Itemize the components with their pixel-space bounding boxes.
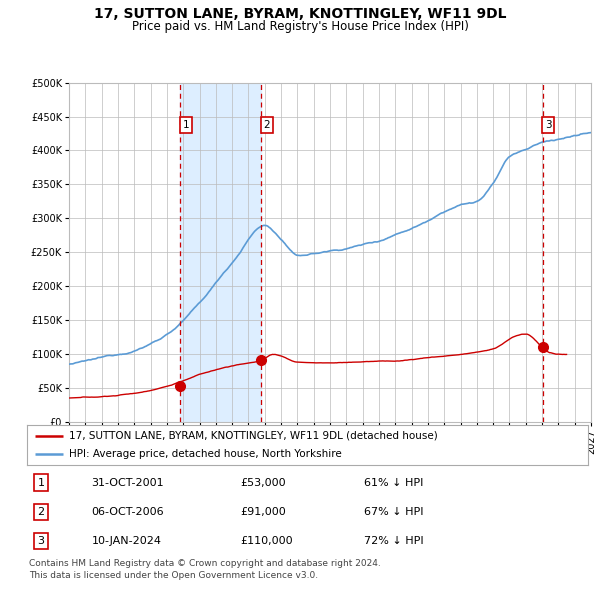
Text: 61% ↓ HPI: 61% ↓ HPI xyxy=(364,477,423,487)
Text: Price paid vs. HM Land Registry's House Price Index (HPI): Price paid vs. HM Land Registry's House … xyxy=(131,20,469,33)
Text: This data is licensed under the Open Government Licence v3.0.: This data is licensed under the Open Gov… xyxy=(29,571,318,580)
Text: 10-JAN-2024: 10-JAN-2024 xyxy=(92,536,161,546)
Text: 2: 2 xyxy=(263,120,270,130)
Bar xyxy=(542,83,591,422)
Text: 2: 2 xyxy=(37,507,44,517)
Text: 06-OCT-2006: 06-OCT-2006 xyxy=(92,507,164,517)
Text: 1: 1 xyxy=(183,120,190,130)
Text: HPI: Average price, detached house, North Yorkshire: HPI: Average price, detached house, Nort… xyxy=(69,449,342,459)
Text: 3: 3 xyxy=(545,120,551,130)
Text: 31-OCT-2001: 31-OCT-2001 xyxy=(92,477,164,487)
Text: 72% ↓ HPI: 72% ↓ HPI xyxy=(364,536,423,546)
Text: 17, SUTTON LANE, BYRAM, KNOTTINGLEY, WF11 9DL (detached house): 17, SUTTON LANE, BYRAM, KNOTTINGLEY, WF1… xyxy=(69,431,438,441)
Text: Contains HM Land Registry data © Crown copyright and database right 2024.: Contains HM Land Registry data © Crown c… xyxy=(29,559,380,568)
Text: £110,000: £110,000 xyxy=(240,536,293,546)
Bar xyxy=(181,83,261,422)
Text: 67% ↓ HPI: 67% ↓ HPI xyxy=(364,507,423,517)
Text: 17, SUTTON LANE, BYRAM, KNOTTINGLEY, WF11 9DL: 17, SUTTON LANE, BYRAM, KNOTTINGLEY, WF1… xyxy=(94,7,506,21)
Text: 3: 3 xyxy=(38,536,44,546)
Text: £53,000: £53,000 xyxy=(240,477,286,487)
Text: 1: 1 xyxy=(38,477,44,487)
Text: £91,000: £91,000 xyxy=(240,507,286,517)
